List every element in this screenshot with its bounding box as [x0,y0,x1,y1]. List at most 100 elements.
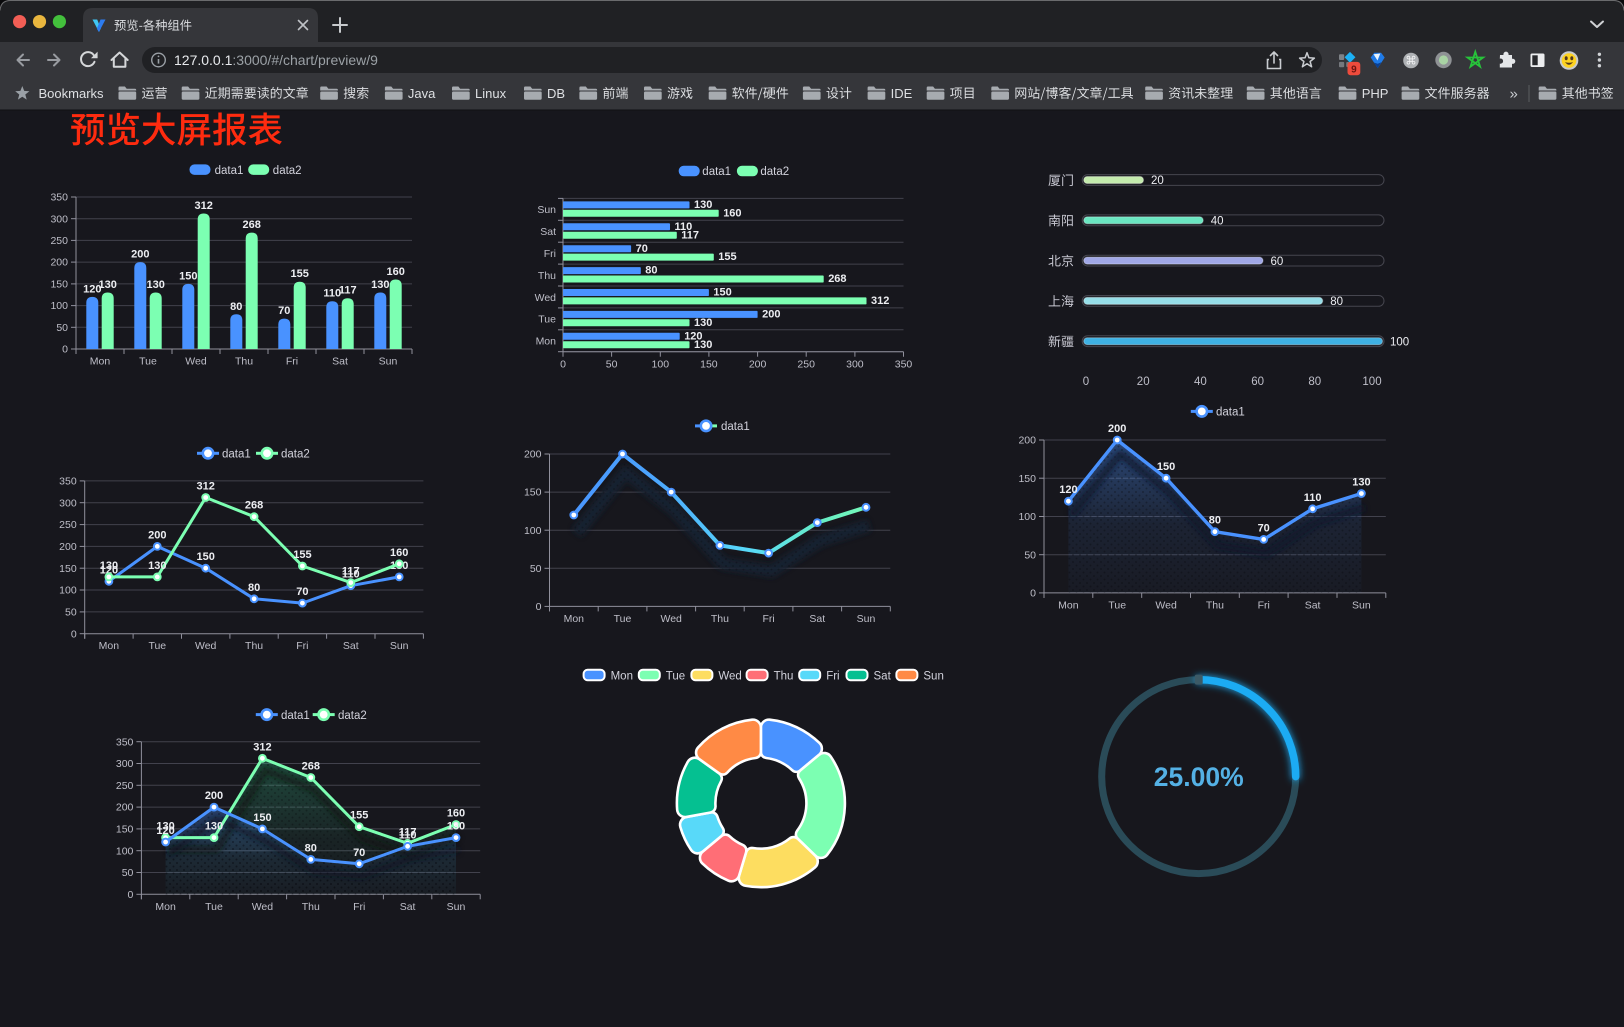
svg-text:130: 130 [447,821,465,833]
svg-text:⌘: ⌘ [1405,55,1417,68]
svg-text:Sun: Sun [447,901,466,913]
svg-text:80: 80 [230,301,242,313]
svg-text:Tue: Tue [614,613,632,625]
svg-text:200: 200 [1018,435,1036,447]
svg-text:300: 300 [59,497,77,509]
svg-text:70: 70 [353,847,365,859]
svg-text:100: 100 [116,845,134,857]
svg-text:130: 130 [100,560,118,572]
svg-text:50: 50 [65,607,77,619]
svg-text:50: 50 [56,322,68,334]
svg-text:0: 0 [1030,588,1036,600]
svg-text:120: 120 [83,283,101,295]
svg-text:130: 130 [205,821,223,833]
svg-text:Fri: Fri [762,613,774,625]
svg-text:70: 70 [636,243,648,255]
svg-text:Sat: Sat [874,670,892,682]
svg-text:20: 20 [1151,175,1164,187]
svg-text:250: 250 [116,780,134,792]
svg-text:data1: data1 [281,710,310,722]
svg-text:IDE: IDE [891,86,913,101]
svg-text:Wed: Wed [252,901,274,913]
svg-text:Tue: Tue [1108,599,1126,611]
svg-text:Tue: Tue [205,901,223,913]
svg-text:Sun: Sun [923,670,943,682]
svg-text:data1: data1 [222,449,251,461]
svg-text:Sat: Sat [332,356,348,368]
svg-text:Java: Java [408,86,436,101]
svg-text:100: 100 [1390,336,1409,348]
svg-text:150: 150 [179,270,197,282]
svg-text:300: 300 [116,758,134,770]
svg-text:Thu: Thu [245,640,263,652]
svg-text:60: 60 [1251,376,1264,388]
svg-text:150: 150 [1018,473,1036,485]
svg-text:Fri: Fri [296,640,308,652]
svg-text:250: 250 [797,359,815,371]
svg-text:150: 150 [1157,461,1175,473]
svg-text:130: 130 [371,279,389,291]
svg-text:Fri: Fri [826,670,839,682]
svg-text:117: 117 [339,285,357,297]
svg-text:200: 200 [749,359,767,371]
svg-text:200: 200 [50,257,68,269]
svg-text:200: 200 [116,802,134,814]
svg-text:268: 268 [828,273,846,285]
svg-text:100: 100 [652,359,670,371]
svg-text:0: 0 [71,628,77,640]
svg-text:Thu: Thu [538,270,556,282]
svg-text:Thu: Thu [711,613,729,625]
svg-text:20: 20 [1137,376,1150,388]
svg-text:Thu: Thu [1206,599,1224,611]
svg-text:117: 117 [342,566,360,578]
svg-text:130: 130 [694,199,712,211]
svg-text:200: 200 [1108,423,1126,435]
svg-text:150: 150 [700,359,718,371]
svg-text:data2: data2 [338,710,367,722]
svg-text:155: 155 [291,268,309,280]
svg-text:312: 312 [253,741,271,753]
svg-text:250: 250 [59,519,77,531]
svg-text:data1: data1 [215,165,244,177]
svg-text:117: 117 [681,229,699,241]
svg-text:data2: data2 [760,166,789,178]
svg-text:130: 130 [156,821,174,833]
svg-text:268: 268 [245,500,263,512]
svg-text:155: 155 [350,810,368,822]
svg-text:350: 350 [116,736,134,748]
svg-text:Fri: Fri [286,356,298,368]
svg-text:150: 150 [50,279,68,291]
svg-text:150: 150 [197,551,215,563]
svg-text:150: 150 [59,563,77,575]
svg-text:200: 200 [524,449,542,461]
svg-text:100: 100 [524,525,542,537]
svg-text:0: 0 [128,889,134,901]
svg-text:Tue: Tue [538,314,556,326]
svg-text:130: 130 [694,317,712,329]
svg-text:data1: data1 [1216,407,1245,419]
svg-text:40: 40 [1194,376,1207,388]
svg-text:200: 200 [205,790,223,802]
svg-text:100: 100 [1362,376,1381,388]
svg-text:150: 150 [253,812,271,824]
svg-text:268: 268 [302,761,320,773]
svg-text:160: 160 [723,207,741,219]
svg-text:200: 200 [59,541,77,553]
svg-text:80: 80 [645,265,657,277]
svg-text:80: 80 [248,582,260,594]
svg-text:Mon: Mon [155,901,176,913]
svg-text:70: 70 [278,305,290,317]
svg-text:100: 100 [50,300,68,312]
svg-text:Wed: Wed [1155,599,1177,611]
svg-text:200: 200 [148,529,166,541]
svg-text:80: 80 [305,842,317,854]
svg-text:Mon: Mon [1058,599,1079,611]
svg-text:150: 150 [524,487,542,499]
svg-text:Mon: Mon [90,356,111,368]
svg-text:Sun: Sun [379,356,398,368]
svg-text:200: 200 [762,309,780,321]
svg-text:Sat: Sat [400,901,416,913]
svg-text:130: 130 [99,279,117,291]
svg-text:100: 100 [59,585,77,597]
svg-text:Mon: Mon [99,640,120,652]
